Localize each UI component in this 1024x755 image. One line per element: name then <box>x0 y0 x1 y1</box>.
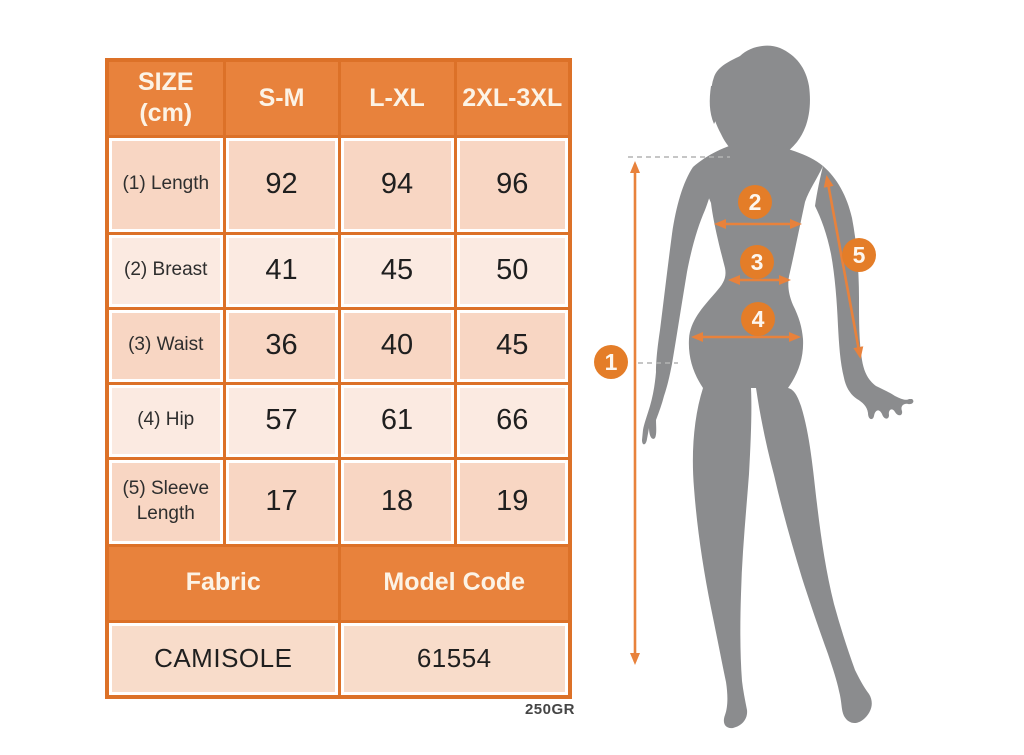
value-breast-s-m: 41 <box>222 231 341 310</box>
silhouette-right-leg <box>756 388 872 724</box>
value-length-l-xl: 94 <box>337 134 457 235</box>
marker-1-number: 1 <box>605 349 618 375</box>
marker-1-circle <box>594 345 628 379</box>
value-sleeve-s-m: 17 <box>222 456 341 547</box>
marker-3-number: 3 <box>751 249 764 275</box>
marker-2: 2 <box>738 185 772 219</box>
marker-4-number: 4 <box>752 306 765 332</box>
size-table: SIZE (cm) S-M L-XL 2XL-3XL (1) Length 92… <box>105 58 572 699</box>
table-row-sleeve-length: (5) Sleeve Length 17 18 19 <box>105 456 572 547</box>
silhouette-left-leg <box>692 388 752 729</box>
size-col-header-2xl-3xl: 2XL-3XL <box>453 58 572 138</box>
value-sleeve-2xl-3xl: 19 <box>453 456 572 547</box>
table-row-breast: (2) Breast 41 45 50 <box>105 231 572 310</box>
row-label-waist: (3) Waist <box>105 306 226 385</box>
marker-5: 5 <box>842 238 876 272</box>
value-hip-2xl-3xl: 66 <box>453 381 572 460</box>
table-row-length: (1) Length 92 94 96 <box>105 134 572 235</box>
weight-note: 250GR <box>524 701 575 718</box>
value-waist-l-xl: 40 <box>337 306 457 385</box>
marker-4: 4 <box>741 302 775 336</box>
table-row-hip: (4) Hip 57 61 66 <box>105 381 572 460</box>
marker-3: 3 <box>740 245 774 279</box>
marker-2-circle <box>738 185 772 219</box>
marker-3-circle <box>740 245 774 279</box>
silhouette-right-arm <box>815 166 914 420</box>
table-footer-value-row: CAMISOLE 61554 <box>105 619 572 699</box>
silhouette-left-arm <box>642 167 711 445</box>
value-waist-2xl-3xl: 45 <box>453 306 572 385</box>
value-breast-2xl-3xl: 50 <box>453 231 572 310</box>
table-row-waist: (3) Waist 36 40 45 <box>105 306 572 385</box>
size-header-row: SIZE (cm) S-M L-XL 2XL-3XL <box>105 58 572 138</box>
row-label-length: (1) Length <box>105 134 226 235</box>
marker-4-circle <box>741 302 775 336</box>
marker-2-number: 2 <box>749 189 762 215</box>
marker-5-number: 5 <box>853 242 866 268</box>
size-table-corner-header: SIZE (cm) <box>105 58 226 138</box>
row-label-sleeve-length: (5) Sleeve Length <box>105 456 226 547</box>
value-length-2xl-3xl: 96 <box>453 134 572 235</box>
fabric-header-cell: Fabric <box>105 543 341 623</box>
value-length-s-m: 92 <box>222 134 341 235</box>
fabric-value-cell: CAMISOLE <box>105 619 341 699</box>
value-hip-l-xl: 61 <box>337 381 457 460</box>
marker-1: 1 <box>594 345 628 379</box>
size-col-header-l-xl: L-XL <box>337 58 457 138</box>
value-sleeve-l-xl: 18 <box>337 456 457 547</box>
model-code-header-cell: Model Code <box>337 543 572 623</box>
table-footer-header-row: Fabric Model Code <box>105 543 572 623</box>
value-hip-s-m: 57 <box>222 381 341 460</box>
marker-5-circle <box>842 238 876 272</box>
measure-arrow-sleeve <box>823 175 864 359</box>
value-waist-s-m: 36 <box>222 306 341 385</box>
size-col-header-s-m: S-M <box>222 58 341 138</box>
row-label-hip: (4) Hip <box>105 381 226 460</box>
silhouette-head <box>710 45 810 161</box>
body-measurement-diagram: 1 2 3 4 5 <box>594 45 914 729</box>
female-silhouette <box>642 45 914 729</box>
value-breast-l-xl: 45 <box>337 231 457 310</box>
model-code-value-cell: 61554 <box>337 619 572 699</box>
row-label-breast: (2) Breast <box>105 231 226 310</box>
silhouette-hair-strand <box>709 86 719 124</box>
